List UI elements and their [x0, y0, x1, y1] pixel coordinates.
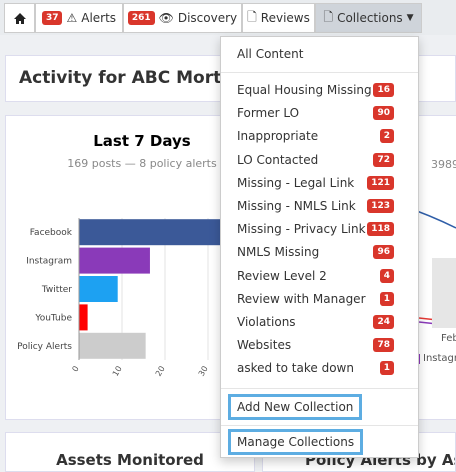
item-label: NMLS Missing — [237, 245, 320, 260]
menu-item[interactable]: Review with Manager 1 — [237, 289, 394, 309]
item-label: LO Contacted — [237, 152, 319, 167]
label: Alerts — [81, 11, 117, 25]
count-badge: 72 — [373, 152, 394, 167]
badge: 261 — [127, 11, 155, 25]
item-label: Missing - Privacy Link — [237, 222, 366, 237]
item-label: All Content — [237, 47, 304, 61]
menu-item[interactable]: Missing - Privacy Link 118 — [237, 219, 394, 239]
x-tick-label: 0 — [70, 365, 80, 374]
x-tick-label: 30 — [197, 365, 210, 378]
item-label: Missing - NMLS Link — [237, 199, 356, 213]
bar — [79, 276, 118, 302]
count-badge: 2 — [379, 129, 394, 144]
label: Collections — [337, 11, 403, 25]
menu-item[interactable]: Violations 24 — [237, 312, 394, 332]
alerts-button[interactable]: 37 ⚠ Alerts — [35, 3, 123, 33]
label: Reviews — [260, 11, 310, 25]
manage-collections[interactable]: Manage Collections — [228, 429, 364, 455]
y-tick-label: Instagram — [26, 257, 72, 267]
separator — [221, 72, 418, 73]
bar — [79, 247, 150, 274]
menu-item[interactable]: Equal Housing Missing 16 — [237, 80, 394, 100]
home-icon — [13, 12, 26, 24]
count-badge: 4 — [379, 268, 394, 283]
menu-item[interactable]: Inappropriate 2 — [237, 126, 394, 146]
item-label: Review with Manager — [237, 291, 366, 306]
bar — [79, 304, 88, 331]
separator — [221, 388, 418, 389]
icon: ⚠ — [66, 11, 78, 25]
bar — [79, 332, 146, 359]
y-tick-label: Twitter — [41, 285, 72, 295]
total: 3989 — [431, 158, 456, 171]
menu-item[interactable]: Missing - Legal Link 121 — [237, 173, 394, 193]
count-badge: 1 — [379, 361, 394, 376]
count-badge: 1 — [379, 291, 394, 306]
menu-item[interactable]: All Content — [237, 44, 394, 64]
count-badge: 121 — [367, 175, 394, 190]
item-label: Inappropriate — [237, 129, 319, 144]
reviews-button[interactable]: 🗋 Reviews — [242, 3, 315, 33]
menu-item[interactable]: Review Level 2 4 — [237, 266, 394, 286]
menu-item[interactable]: NMLS Missing 96 — [237, 242, 394, 262]
item-label: Missing - Legal Link — [237, 175, 355, 190]
menu-item[interactable]: asked to take down 1 — [237, 358, 394, 378]
axis-label: Feb — [441, 333, 456, 344]
bar-fragment — [432, 258, 456, 328]
menu-item[interactable]: Missing - NMLS Link 123 — [237, 196, 394, 216]
add-collection[interactable]: Add New Collection — [228, 394, 363, 420]
menu-item[interactable]: Former LO 90 — [237, 103, 394, 123]
count-badge: 123 — [367, 199, 394, 213]
icon: 🗋 — [247, 9, 257, 24]
icon: 🗋 — [323, 9, 334, 24]
collections-dropdown: All Content Add New Collection Manage Co… — [220, 36, 419, 458]
y-tick-label: YouTube — [34, 313, 72, 323]
caret: ▼ — [406, 13, 414, 23]
count-badge: 90 — [373, 106, 394, 121]
menu-item[interactable]: LO Contacted 72 — [237, 150, 394, 170]
count-badge: 24 — [373, 315, 394, 329]
item-label: Equal Housing Missing — [237, 83, 372, 97]
icon: 👁 — [158, 11, 174, 25]
chart-subtitle: 169 posts — 8 policy alerts — [67, 157, 217, 170]
count-badge: 16 — [373, 83, 394, 97]
collections-button[interactable]: 🗋 Collections ▼ — [315, 3, 422, 33]
item-label: Violations — [237, 315, 296, 329]
count-badge: 78 — [373, 338, 394, 353]
item-label: Review Level 2 — [237, 268, 327, 283]
item-label: asked to take down — [237, 361, 354, 376]
label: Discovery — [177, 11, 238, 25]
y-tick-label: Policy Alerts — [17, 342, 72, 352]
item-label: Former LO — [237, 106, 300, 121]
chart-title: Last 7 Days — [93, 132, 191, 150]
menu-item[interactable]: Websites 78 — [237, 335, 394, 355]
heading: Activity for ABC Mortgage — [19, 68, 269, 88]
count-badge: 118 — [367, 222, 394, 237]
item-label: Websites — [237, 338, 292, 353]
x-tick-label: 20 — [154, 365, 167, 378]
separator — [221, 425, 418, 426]
x-tick-label: 10 — [111, 365, 124, 378]
home-button[interactable] — [4, 3, 35, 33]
count-badge: 96 — [373, 245, 394, 260]
badge: 37 — [41, 11, 63, 25]
discovery-button[interactable]: 261 👁 Discovery — [123, 3, 242, 33]
y-tick-label: Facebook — [30, 228, 73, 238]
